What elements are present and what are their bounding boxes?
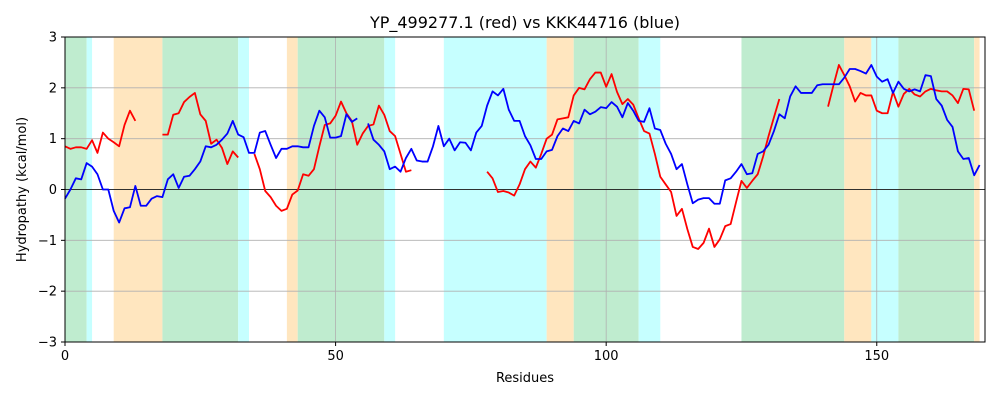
series-1-segment-0 <box>64 109 358 224</box>
series-0-segment-1 <box>162 92 239 165</box>
chart-title: YP_499277.1 (red) vs KKK44716 (blue) <box>369 13 680 33</box>
series-lines <box>64 64 981 250</box>
y-axis-label: Hydropathy (kcal/mol) <box>15 117 30 262</box>
series-0-segment-2 <box>253 100 412 212</box>
series-0-segment-0 <box>64 109 137 154</box>
series-0-segment-4 <box>827 64 976 115</box>
series-0-segment-3 <box>486 71 781 250</box>
axis-ticks: 0 50 100 150 −3 −2 −1 0 1 2 3 <box>38 31 889 365</box>
y-tick-label: −2 <box>38 285 57 300</box>
y-tick-label: 0 <box>49 183 57 198</box>
y-tick-label: 1 <box>49 132 57 147</box>
x-tick-label: 50 <box>327 349 344 364</box>
x-tick-label: 0 <box>61 349 69 364</box>
y-tick-label: 3 <box>49 31 57 46</box>
series-1-segment-1 <box>367 64 981 205</box>
y-tick-label: −3 <box>38 336 57 351</box>
x-axis-label: Residues <box>496 371 554 386</box>
y-tick-label: −1 <box>38 234 57 249</box>
x-tick-label: 150 <box>864 349 889 364</box>
x-tick-label: 100 <box>594 349 619 364</box>
y-tick-label: 2 <box>49 81 57 96</box>
